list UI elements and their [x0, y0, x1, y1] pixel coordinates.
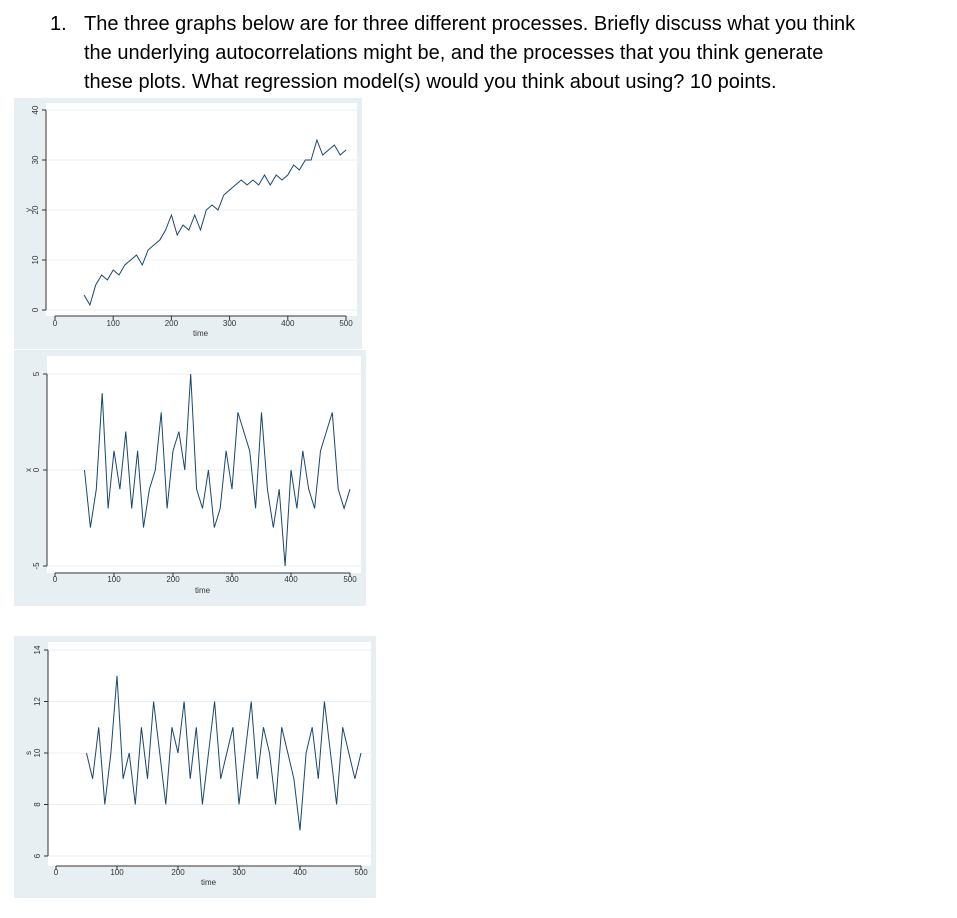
x-tick-label: 300: [232, 868, 246, 877]
y-tick-label: 0: [32, 467, 41, 472]
x-tick-label: 0: [53, 319, 58, 328]
y-tick-label: -5: [32, 562, 41, 570]
x-tick-label: 100: [110, 868, 124, 877]
y-tick-label: 8: [33, 802, 42, 807]
x-axis-title: time: [195, 586, 211, 595]
x-tick-label: 0: [53, 575, 58, 584]
x-tick-label: 100: [107, 575, 121, 584]
x-tick-label: 500: [339, 319, 353, 328]
plot-area: [47, 356, 361, 573]
question-number: 1.: [50, 13, 67, 35]
series-line: [83, 138, 347, 307]
x-tick-label: 0: [54, 868, 59, 877]
y-tick-label: 10: [31, 255, 40, 264]
x-tick-label: 300: [225, 575, 239, 584]
y-tick-label: 5: [32, 371, 41, 376]
y-axis-title: x: [24, 468, 33, 472]
series-line: [86, 675, 362, 831]
y-tick-label: 40: [31, 105, 40, 114]
y-tick-label: 12: [33, 697, 42, 706]
x-tick-label: 200: [165, 319, 179, 328]
y-tick-label: 10: [33, 748, 42, 757]
y-tick-label: 6: [33, 853, 42, 858]
x-tick-label: 400: [284, 575, 298, 584]
question-line: the underlying autocorrelations might be…: [84, 42, 824, 64]
x-tick-label: 400: [281, 319, 295, 328]
x-tick-label: 400: [293, 868, 307, 877]
plot-area: [48, 642, 371, 866]
x-axis-title: time: [201, 878, 217, 887]
x-axis-title: time: [193, 329, 209, 338]
series-line: [84, 373, 351, 567]
y-axis-title: s: [24, 751, 33, 755]
question-line: these plots. What regression model(s) wo…: [84, 71, 777, 93]
y-tick-label: 30: [31, 155, 40, 164]
x-tick-label: 200: [166, 575, 180, 584]
x-tick-label: 500: [354, 868, 368, 877]
y-tick-label: 0: [31, 307, 40, 312]
x-tick-label: 100: [107, 319, 121, 328]
x-tick-label: 200: [171, 868, 185, 877]
x-tick-label: 300: [223, 319, 237, 328]
y-axis-title: y: [24, 208, 33, 212]
question-line: The three graphs below are for three dif…: [84, 13, 856, 35]
y-tick-label: 20: [31, 205, 40, 214]
y-tick-label: 14: [33, 645, 42, 654]
x-tick-label: 500: [343, 575, 357, 584]
